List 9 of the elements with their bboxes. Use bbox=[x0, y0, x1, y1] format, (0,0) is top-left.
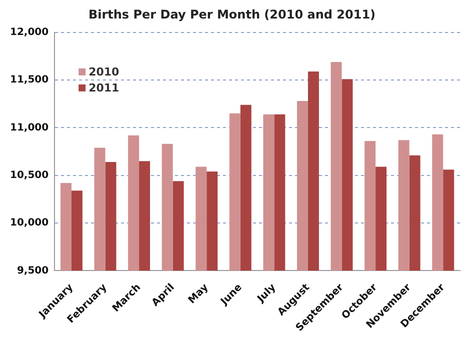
legend-label: 2011 bbox=[88, 81, 120, 94]
chart-title: Births Per Day Per Month (2010 and 2011) bbox=[88, 7, 376, 22]
y-tick-label: 10,500 bbox=[10, 170, 49, 181]
y-tick-label: 9,500 bbox=[16, 265, 49, 276]
y-tick-label: 11,000 bbox=[10, 122, 49, 134]
y-tick-label: 12,000 bbox=[10, 26, 49, 38]
y-tick-label: 11,500 bbox=[10, 74, 49, 86]
y-tick-label: 10,000 bbox=[10, 218, 49, 229]
legend-label: 2010 bbox=[88, 65, 120, 78]
